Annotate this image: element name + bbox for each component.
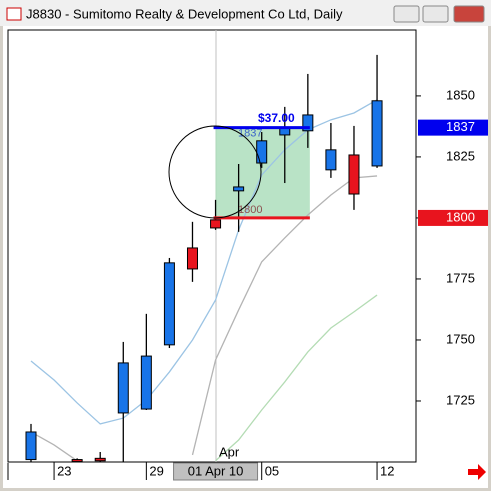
measure-price-label: 1800 xyxy=(238,204,262,216)
cursor-date-box xyxy=(173,462,259,481)
y-tick-label: 1775 xyxy=(446,270,475,285)
candle-body xyxy=(325,149,337,171)
close-button[interactable] xyxy=(453,5,485,23)
candle-body xyxy=(302,114,314,132)
candle-body xyxy=(25,431,37,461)
candle-body xyxy=(256,140,268,164)
window-title: J8830 - Sumitomo Realty & Development Co… xyxy=(26,6,343,21)
moving-average-line xyxy=(30,175,378,462)
x-tick-label: 01 Apr 10 xyxy=(188,463,244,478)
maximize-button[interactable] xyxy=(422,5,449,23)
plot-area xyxy=(7,29,417,463)
price-label-box xyxy=(418,209,488,226)
price-label: 1800 xyxy=(446,209,475,224)
candle-body xyxy=(371,100,383,167)
minimize-button[interactable] xyxy=(393,5,420,23)
candle-body xyxy=(71,459,83,462)
price-label-box xyxy=(418,119,488,136)
moving-average-line xyxy=(30,99,378,425)
y-tick-label: 1850 xyxy=(446,87,475,102)
candle-body xyxy=(117,362,129,414)
measure-text: $37.00 xyxy=(258,111,295,125)
x-tick-label: 29 xyxy=(149,463,163,478)
x-tick-label: 05 xyxy=(265,463,279,478)
x-tick-label: 23 xyxy=(57,463,71,478)
candle-body xyxy=(210,219,222,229)
candle-body xyxy=(163,262,175,346)
candle-body xyxy=(233,186,245,192)
candle-body xyxy=(348,154,360,195)
moving-average-line xyxy=(215,294,378,462)
measure-price-label: 1837 xyxy=(238,128,262,140)
y-tick-label: 1725 xyxy=(446,392,475,407)
y-tick-label: 1750 xyxy=(446,331,475,346)
y-tick-label: 1825 xyxy=(446,148,475,163)
price-label: 1837 xyxy=(446,119,475,134)
candle-body xyxy=(186,247,198,270)
scroll-arrow[interactable] xyxy=(468,464,486,480)
candle-body xyxy=(140,355,152,410)
candle-body xyxy=(94,457,106,462)
window-icon xyxy=(6,7,22,21)
x-tick-label: 12 xyxy=(380,463,394,478)
month-label: Apr xyxy=(219,444,240,459)
annotation-circle xyxy=(168,125,262,219)
